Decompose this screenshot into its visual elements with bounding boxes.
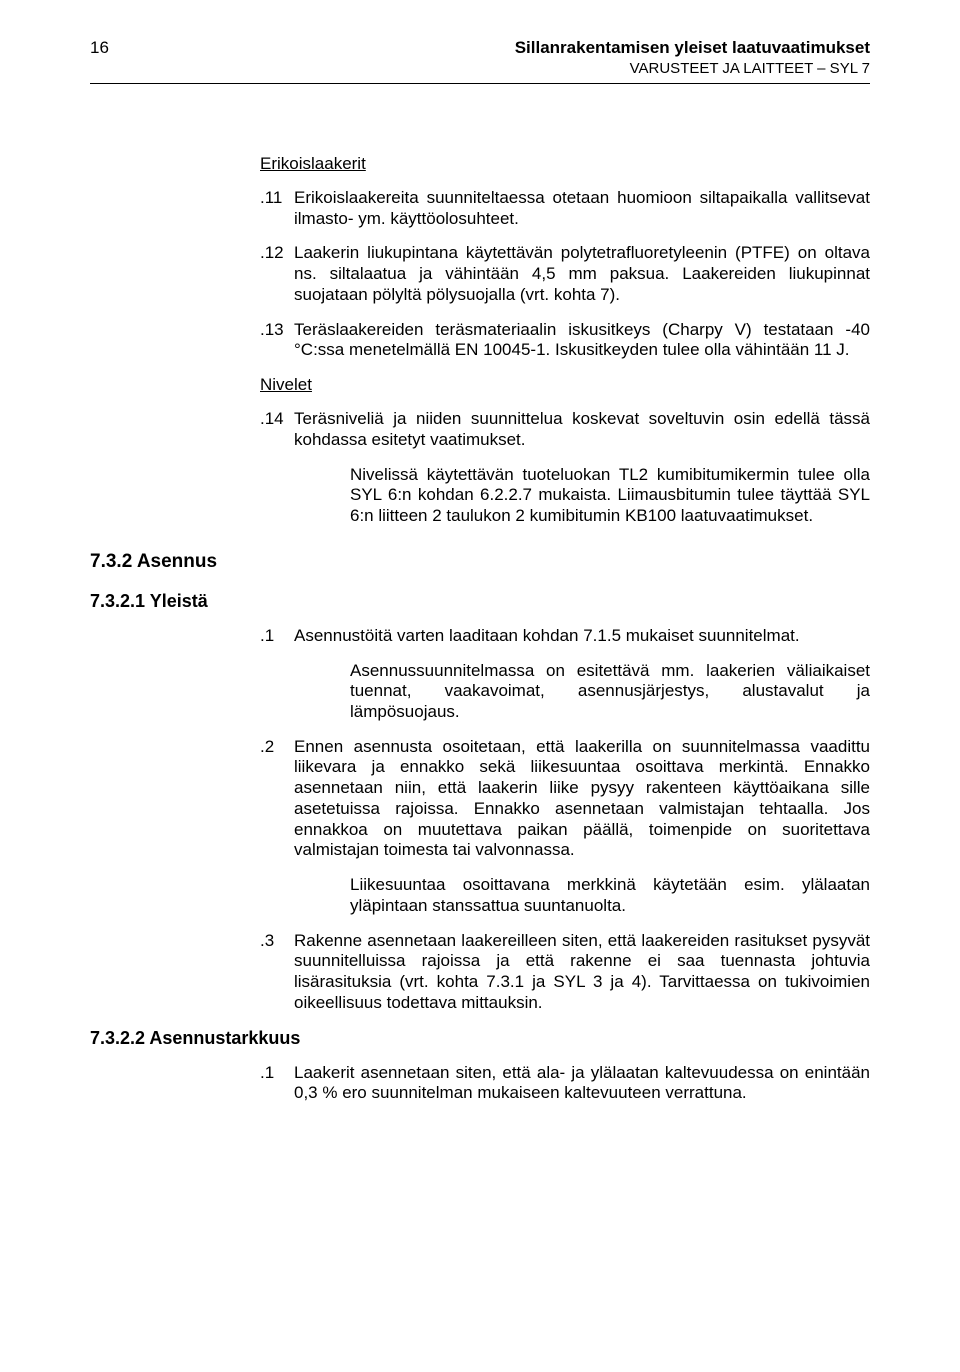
section-7-3-2-1: 7.3.2.1 Yleistä xyxy=(90,591,870,612)
para-text: Teräsniveliä ja niiden suunnittelua kosk… xyxy=(294,409,870,450)
page-header: 16 Sillanrakentamisen yleiset laatuvaati… xyxy=(90,38,870,84)
para-7322-1: .1 Laakerit asennetaan siten, että ala- … xyxy=(260,1063,870,1104)
document-page: 16 Sillanrakentamisen yleiset laatuvaati… xyxy=(0,0,960,1372)
para-number: .2 xyxy=(260,737,294,861)
para-7321-1-inner: Asennussuunnitelmassa on esitettävä mm. … xyxy=(350,661,870,723)
para-number: .1 xyxy=(260,626,294,647)
para-number: .1 xyxy=(260,1063,294,1104)
para-text: Ennen asennusta osoitetaan, että laakeri… xyxy=(294,737,870,861)
para-number: .14 xyxy=(260,409,294,450)
para-text: Asennustöitä varten laaditaan kohdan 7.1… xyxy=(294,626,870,647)
para-number: .11 xyxy=(260,188,294,229)
para-number: .12 xyxy=(260,243,294,305)
para-7321-3: .3 Rakenne asennetaan laakereilleen site… xyxy=(260,931,870,1014)
header-row: 16 Sillanrakentamisen yleiset laatuvaati… xyxy=(90,38,870,58)
para-text: Laakerit asennetaan siten, että ala- ja … xyxy=(294,1063,870,1104)
subheading-nivelet: Nivelet xyxy=(260,375,870,395)
para-13: .13 Teräslaakereiden teräsmateriaalin is… xyxy=(260,320,870,361)
para-7321-2: .2 Ennen asennusta osoitetaan, että laak… xyxy=(260,737,870,861)
section-7-3-2-2: 7.3.2.2 Asennustarkkuus xyxy=(90,1028,870,1049)
para-text: Erikoislaakereita suunniteltaessa otetaa… xyxy=(294,188,870,229)
para-number: .13 xyxy=(260,320,294,361)
para-7321-1: .1 Asennustöitä varten laaditaan kohdan … xyxy=(260,626,870,647)
para-7321-2-inner: Liikesuuntaa osoittavana merkkinä käytet… xyxy=(350,875,870,916)
para-11: .11 Erikoislaakereita suunniteltaessa ot… xyxy=(260,188,870,229)
para-14: .14 Teräsniveliä ja niiden suunnittelua … xyxy=(260,409,870,450)
para-text: Teräslaakereiden teräsmateriaalin iskusi… xyxy=(294,320,870,361)
header-title: Sillanrakentamisen yleiset laatuvaatimuk… xyxy=(515,38,870,58)
page-number: 16 xyxy=(90,38,109,58)
section-7-3-2: 7.3.2 Asennus xyxy=(90,551,870,573)
para-14-inner: Nivelissä käytettävän tuoteluokan TL2 ku… xyxy=(350,465,870,527)
para-number: .3 xyxy=(260,931,294,1014)
para-text: Rakenne asennetaan laakereilleen siten, … xyxy=(294,931,870,1014)
header-subtitle: VARUSTEET JA LAITTEET – SYL 7 xyxy=(90,60,870,77)
page-content: Erikoislaakerit .11 Erikoislaakereita su… xyxy=(90,154,870,1104)
para-12: .12 Laakerin liukupintana käytettävän po… xyxy=(260,243,870,305)
para-text: Laakerin liukupintana käytettävän polyte… xyxy=(294,243,870,305)
header-rule xyxy=(90,83,870,84)
content-block: .1 Asennustöitä varten laaditaan kohdan … xyxy=(260,626,870,1014)
content-block: .1 Laakerit asennetaan siten, että ala- … xyxy=(260,1063,870,1104)
content-block: Erikoislaakerit .11 Erikoislaakereita su… xyxy=(260,154,870,527)
subheading-erikoislaakerit: Erikoislaakerit xyxy=(260,154,870,174)
